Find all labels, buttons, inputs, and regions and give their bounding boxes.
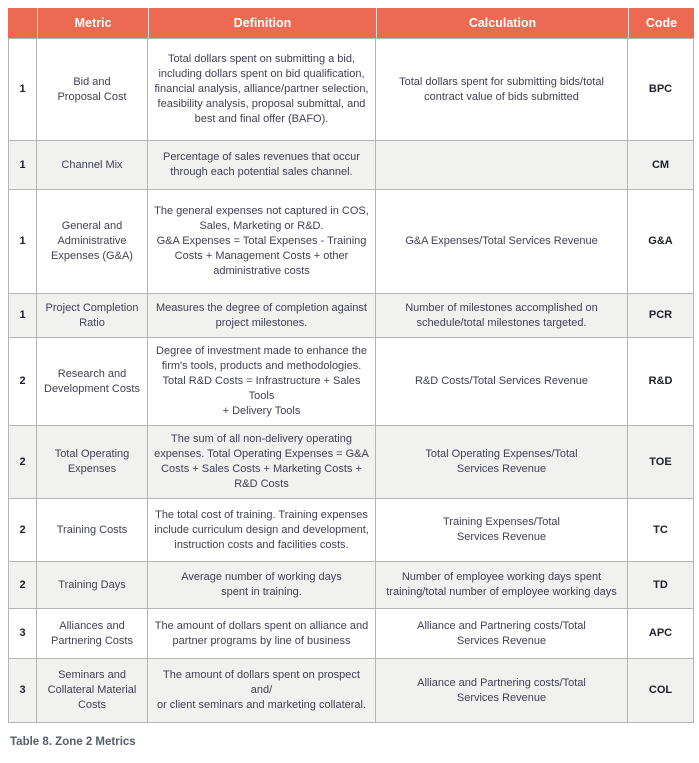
metric-cell: Seminars and Collateral Material Costs	[37, 659, 148, 723]
calculation-cell: Number of employee working days spent tr…	[376, 562, 628, 609]
metric-cell: Alliances and Partnering Costs	[37, 609, 148, 659]
metric-cell: Training Costs	[37, 499, 148, 562]
calculation-cell: Alliance and Partnering costs/Total Serv…	[376, 659, 628, 723]
metric-cell: Bid and Proposal Cost	[37, 38, 148, 141]
code-cell: G&A	[628, 190, 694, 294]
zone-cell: 1	[8, 294, 37, 338]
table-row: 2 Training Costs The total cost of train…	[8, 499, 694, 562]
zone-cell: 1	[8, 190, 37, 294]
calculation-cell: Training Expenses/Total Services Revenue	[376, 499, 628, 562]
zone-cell: 3	[8, 659, 37, 723]
metric-cell: Total Operating Expenses	[37, 426, 148, 499]
definition-cell: The sum of all non-delivery operating ex…	[148, 426, 376, 499]
table-row: 3 Seminars and Collateral Material Costs…	[8, 659, 694, 723]
calculation-cell: Total dollars spent for submitting bids/…	[376, 38, 628, 141]
definition-cell: Average number of working days spent in …	[148, 562, 376, 609]
metric-cell: Research and Development Costs	[37, 338, 148, 426]
calculation-cell	[376, 141, 628, 190]
header-row: Metric Definition Calculation Code	[8, 8, 694, 38]
code-cell: COL	[628, 659, 694, 723]
column-header-zone	[8, 8, 37, 38]
zone-cell: 2	[8, 426, 37, 499]
metrics-table: Metric Definition Calculation Code 1 Bid…	[8, 8, 694, 723]
zone-cell: 2	[8, 499, 37, 562]
column-header-calculation: Calculation	[376, 8, 628, 38]
calculation-cell: Alliance and Partnering costs/Total Serv…	[376, 609, 628, 659]
definition-cell: The general expenses not captured in COS…	[148, 190, 376, 294]
metrics-table-header: Metric Definition Calculation Code	[8, 8, 694, 38]
code-cell: CM	[628, 141, 694, 190]
table-caption: Table 8. Zone 2 Metrics	[10, 736, 136, 748]
table-row: 3 Alliances and Partnering Costs The amo…	[8, 609, 694, 659]
table-row: 1 Channel Mix Percentage of sales revenu…	[8, 141, 694, 190]
metric-cell: General and Administrative Expenses (G&A…	[37, 190, 148, 294]
metric-cell: Training Days	[37, 562, 148, 609]
calculation-cell: G&A Expenses/Total Services Revenue	[376, 190, 628, 294]
code-cell: TD	[628, 562, 694, 609]
zone-cell: 2	[8, 562, 37, 609]
code-cell: TC	[628, 499, 694, 562]
column-header-code: Code	[628, 8, 694, 38]
definition-cell: Percentage of sales revenues that occur …	[148, 141, 376, 190]
table-row: 2 Research and Development Costs Degree …	[8, 338, 694, 426]
definition-cell: Total dollars spent on submitting a bid,…	[148, 38, 376, 141]
definition-cell: Degree of investment made to enhance the…	[148, 338, 376, 426]
table-row: 1 Bid and Proposal Cost Total dollars sp…	[8, 38, 694, 141]
code-cell: PCR	[628, 294, 694, 338]
definition-cell: The amount of dollars spent on alliance …	[148, 609, 376, 659]
definition-cell: The total cost of training. Training exp…	[148, 499, 376, 562]
code-cell: BPC	[628, 38, 694, 141]
code-cell: TOE	[628, 426, 694, 499]
metric-cell: Channel Mix	[37, 141, 148, 190]
table-row: 1 Project Completion Ratio Measures the …	[8, 294, 694, 338]
table-row: 2 Total Operating Expenses The sum of al…	[8, 426, 694, 499]
zone-cell: 1	[8, 38, 37, 141]
zone-cell: 1	[8, 141, 37, 190]
metric-cell: Project Completion Ratio	[37, 294, 148, 338]
calculation-cell: R&D Costs/Total Services Revenue	[376, 338, 628, 426]
code-cell: R&D	[628, 338, 694, 426]
metrics-table-body: 1 Bid and Proposal Cost Total dollars sp…	[8, 38, 694, 723]
zone-cell: 3	[8, 609, 37, 659]
code-cell: APC	[628, 609, 694, 659]
table-row: 1 General and Administrative Expenses (G…	[8, 190, 694, 294]
column-header-metric: Metric	[37, 8, 148, 38]
definition-cell: The amount of dollars spent on prospect …	[148, 659, 376, 723]
calculation-cell: Number of milestones accomplished on sch…	[376, 294, 628, 338]
table-row: 2 Training Days Average number of workin…	[8, 562, 694, 609]
calculation-cell: Total Operating Expenses/Total Services …	[376, 426, 628, 499]
definition-cell: Measures the degree of completion agains…	[148, 294, 376, 338]
zone-cell: 2	[8, 338, 37, 426]
column-header-definition: Definition	[148, 8, 376, 38]
